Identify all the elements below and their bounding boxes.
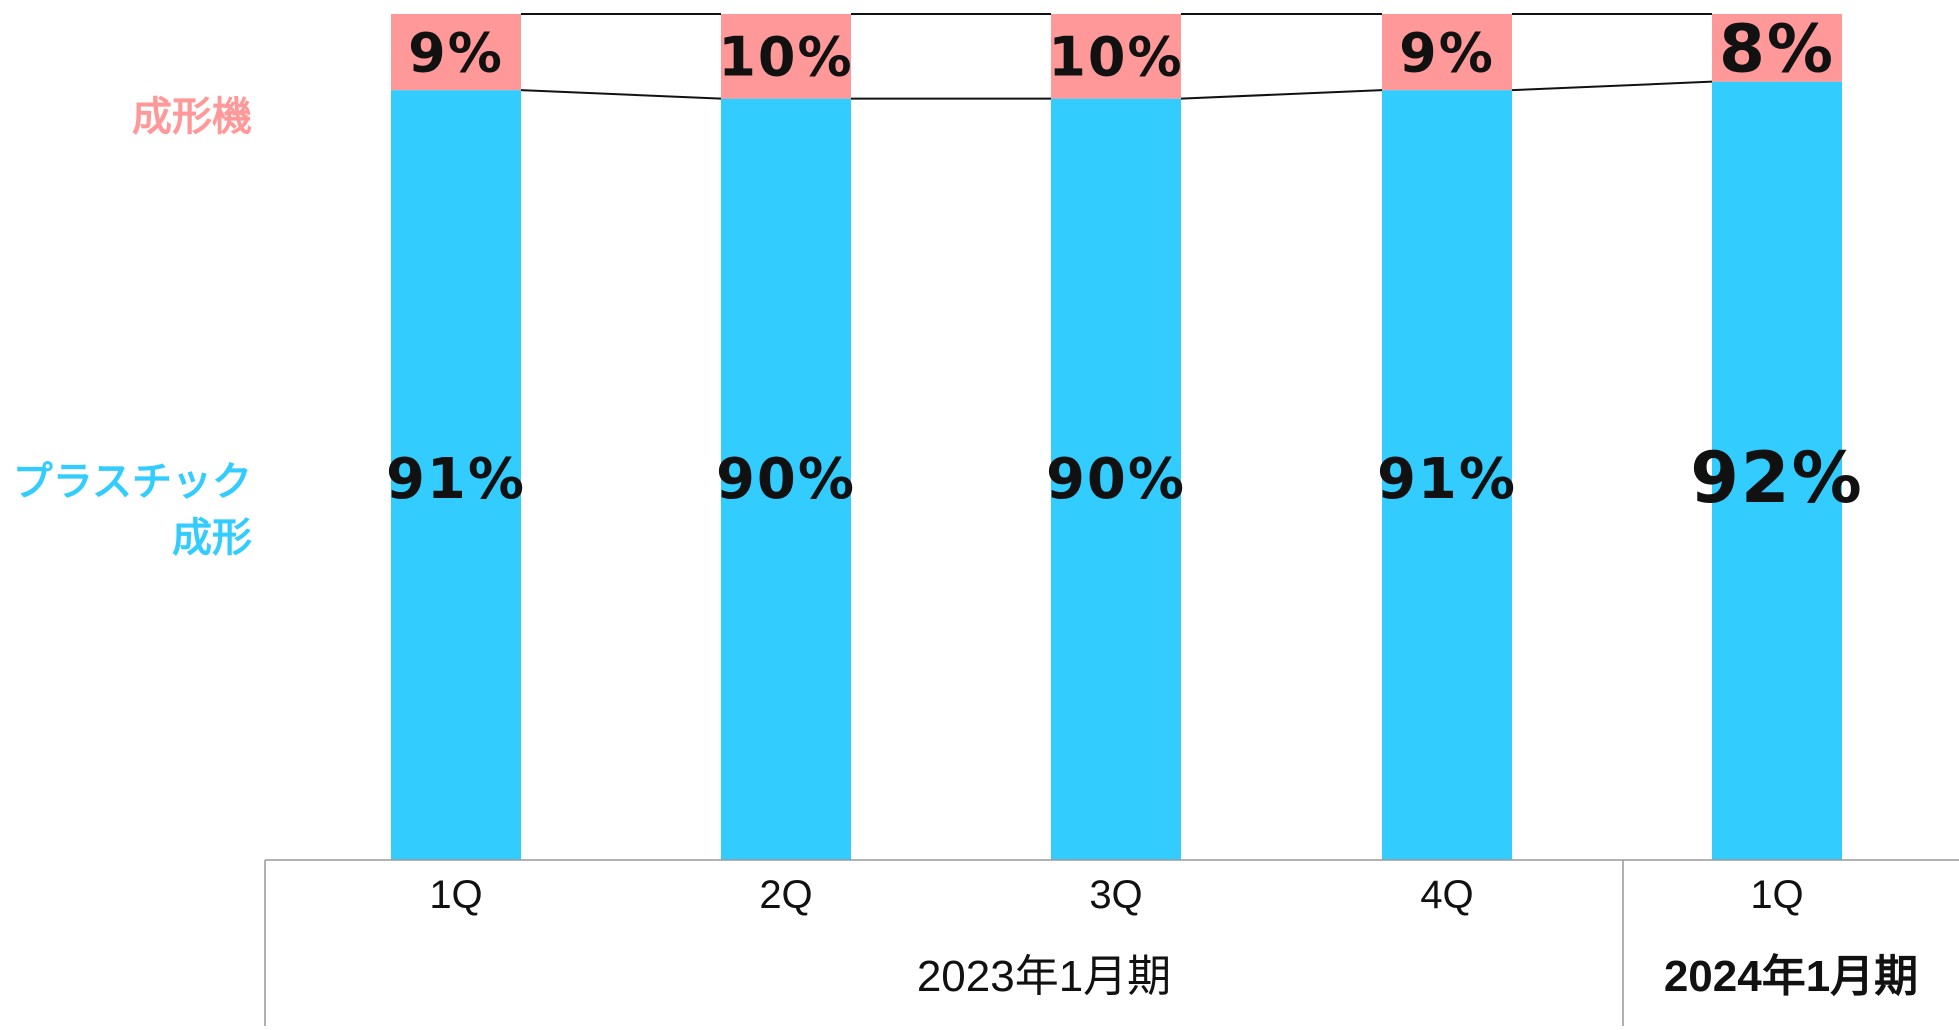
data-label-plastic-molding: 91% bbox=[1377, 447, 1517, 512]
data-label-molding-machine: 9% bbox=[408, 22, 504, 85]
series-line-boundary bbox=[1511, 80, 1713, 92]
x-tick-label: 4Q bbox=[1420, 873, 1473, 917]
bar-molding-machine bbox=[1051, 14, 1181, 99]
data-label-molding-machine: 10% bbox=[718, 26, 853, 89]
bar-molding-machine bbox=[1712, 14, 1842, 82]
legend-label-plastic-molding: プラスチック bbox=[13, 459, 252, 505]
x-tick-label: 3Q bbox=[1089, 873, 1142, 917]
series-line-boundary bbox=[1180, 89, 1383, 100]
bar-molding-machine bbox=[1382, 14, 1512, 91]
data-label-plastic-molding: 90% bbox=[1046, 447, 1186, 512]
series-line-boundary bbox=[520, 89, 722, 100]
legend-label-plastic-molding: 成形 bbox=[172, 515, 252, 561]
x-group-label-fy2023: 2023年1月期 bbox=[917, 952, 1171, 1001]
bar-plastic-molding bbox=[1382, 90, 1512, 860]
bar-plastic-molding bbox=[1051, 98, 1181, 861]
data-label-plastic-molding: 92% bbox=[1690, 437, 1864, 519]
data-label-plastic-molding: 90% bbox=[716, 447, 856, 512]
x-tick-label: 2Q bbox=[759, 873, 812, 917]
x-tick-label: 1Q bbox=[1750, 873, 1803, 917]
data-label-molding-machine: 10% bbox=[1048, 26, 1183, 89]
bar-plastic-molding bbox=[721, 98, 851, 861]
data-label-plastic-molding: 91% bbox=[386, 447, 526, 512]
data-label-molding-machine: 8% bbox=[1719, 11, 1835, 88]
x-group-label-fy2024: 2024年1月期 bbox=[1664, 952, 1918, 1001]
bar-molding-machine bbox=[721, 14, 851, 99]
bar-molding-machine bbox=[391, 14, 521, 91]
bar-plastic-molding bbox=[1712, 81, 1842, 861]
bar-plastic-molding bbox=[391, 90, 521, 860]
legend-label-molding-machine: 成形機 bbox=[132, 94, 252, 140]
x-tick-label: 1Q bbox=[429, 873, 482, 917]
data-label-molding-machine: 9% bbox=[1399, 22, 1495, 85]
